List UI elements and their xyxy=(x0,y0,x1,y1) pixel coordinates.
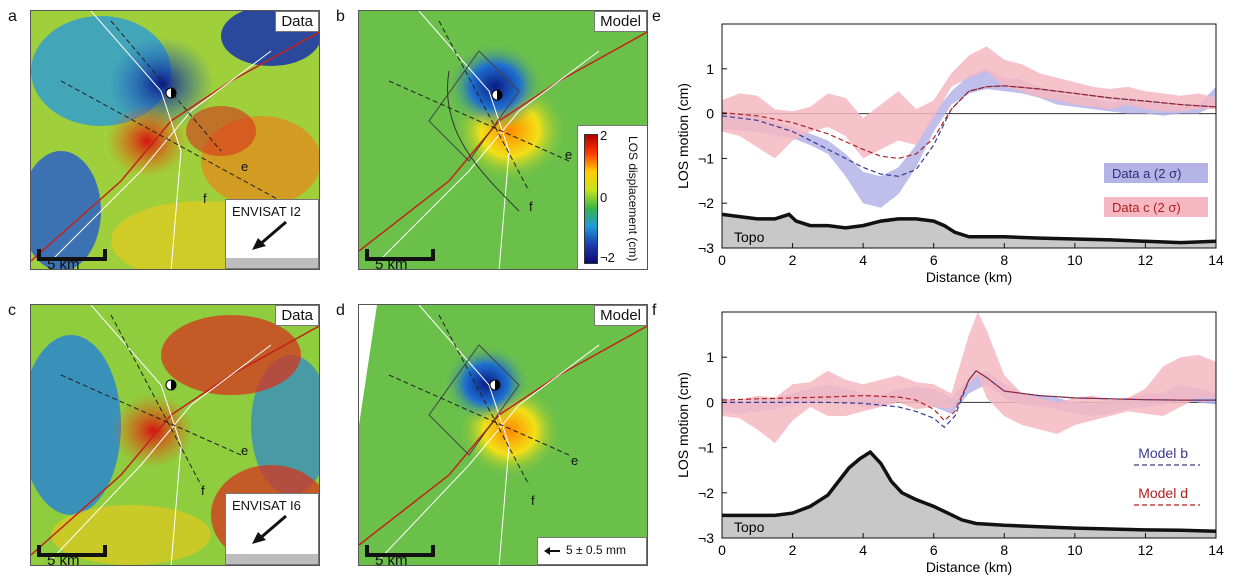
map-a-inset-bar xyxy=(226,258,318,268)
y-tick-label-4: ¬3 xyxy=(698,240,714,256)
panel-letter-b: b xyxy=(336,8,345,25)
map-panel-a: Data e f ENVISAT I2 5 km xyxy=(30,10,320,270)
legend-label-1: Data c (2 σ) xyxy=(1112,200,1181,215)
map-c-inset: ENVISAT I6 xyxy=(225,493,319,565)
y-tick-label-1: 0 xyxy=(706,394,714,410)
x-tick-label-7: 14 xyxy=(1208,252,1224,268)
band-series-1 xyxy=(722,312,1216,444)
y-tick-label-1: 0 xyxy=(706,106,714,122)
map-d-tag: Model xyxy=(594,305,647,326)
topo-line xyxy=(722,449,1217,533)
map-a-profile-e: e xyxy=(241,159,249,174)
map-c-profile-f: f xyxy=(201,483,205,498)
map-c-arrow-icon xyxy=(252,514,287,544)
map-d-profile-e: e xyxy=(571,453,579,468)
x-tick-label-6: 12 xyxy=(1138,542,1154,558)
y-tick-label-3: ¬2 xyxy=(698,485,714,501)
map-panel-c: Data e f ENVISAT I6 5 km xyxy=(30,304,320,566)
topo-label: Topo xyxy=(734,519,765,535)
legend-label-0: Model b xyxy=(1138,445,1188,461)
colorbar-title: LOS displacement (cm) xyxy=(626,136,640,262)
legend-label-1: Model d xyxy=(1138,485,1188,501)
map-d-image xyxy=(359,305,647,565)
y-axis-label: LOS motion (cm) xyxy=(675,372,691,478)
x-tick-label-5: 10 xyxy=(1067,252,1083,268)
x-tick-label-7: 14 xyxy=(1208,542,1224,558)
x-tick-label-2: 4 xyxy=(859,542,867,558)
map-b-profile-e: e xyxy=(565,147,573,162)
map-c-scale-label: 5 km xyxy=(47,552,80,566)
map-a-inset-label: ENVISAT I2 xyxy=(232,204,301,219)
legend-swatch-1 xyxy=(1104,197,1208,217)
x-axis-label: Distance (km) xyxy=(926,269,1012,285)
y-tick-label-2: ¬1 xyxy=(698,440,714,456)
map-a-scale-bar xyxy=(37,249,107,261)
map-d-scale-bar xyxy=(365,545,435,557)
map-b-scale-label: 5 km xyxy=(375,256,408,270)
map-c-inset-label: ENVISAT I6 xyxy=(232,498,301,513)
panel-letter-f: f xyxy=(652,302,657,319)
x-tick-label-6: 12 xyxy=(1138,252,1154,268)
panel-letter-a: a xyxy=(8,8,17,25)
x-tick-label-3: 6 xyxy=(930,252,938,268)
colorbar-panel: 2 0 ¬2 LOS displacement (cm) xyxy=(577,125,647,269)
map-d-scale-label: 5 km xyxy=(375,552,408,566)
map-a-arrow-icon xyxy=(252,220,287,250)
y-axis-label: LOS motion (cm) xyxy=(675,83,691,189)
plot-frame xyxy=(721,311,1217,539)
band-series-1 xyxy=(722,46,1216,159)
y-tick-label-0: 1 xyxy=(706,349,714,365)
map-a-scale-label: 5 km xyxy=(47,256,80,270)
legend-label-0: Data a (2 σ) xyxy=(1112,166,1181,181)
panel-letter-c: c xyxy=(8,302,16,319)
colorbar-tick-mid: 0 xyxy=(600,190,608,205)
x-axis-label: Distance (km) xyxy=(926,559,1012,575)
model-line-2 xyxy=(721,85,1217,177)
map-d-vector-legend: 5 ± 0.5 mm xyxy=(537,537,647,565)
map-c-scale-bar xyxy=(37,545,107,557)
colorbar-tick-top: 2 xyxy=(600,128,608,143)
model-line-3 xyxy=(721,85,1217,160)
x-tick-label-0: 0 xyxy=(718,542,726,558)
map-c-profile-e: e xyxy=(241,443,249,458)
panel-letter-e: e xyxy=(652,8,661,25)
x-tick-label-1: 2 xyxy=(789,252,797,268)
colorbar-tick-bottom: ¬2 xyxy=(600,250,615,265)
model-line-3 xyxy=(721,370,1216,422)
x-tick-label-2: 4 xyxy=(859,252,867,268)
plot-frame xyxy=(721,23,1217,249)
x-tick-label-4: 8 xyxy=(1000,542,1008,558)
map-c-tag: Data xyxy=(275,305,319,326)
topo-label: Topo xyxy=(734,229,765,245)
y-tick-label-0: 1 xyxy=(706,61,714,77)
map-b-profile-f: f xyxy=(529,199,533,214)
y-tick-label-4: ¬3 xyxy=(698,530,714,546)
x-tick-label-1: 2 xyxy=(789,542,797,558)
map-d-profile-f: f xyxy=(531,493,535,508)
colorbar xyxy=(584,134,598,264)
map-a-profile-f: f xyxy=(203,191,207,206)
map-b-tag: Model xyxy=(594,11,647,32)
x-tick-label-4: 8 xyxy=(1000,252,1008,268)
map-c-inset-bar xyxy=(226,554,318,564)
map-a-inset: ENVISAT I2 xyxy=(225,199,319,269)
map-a-tag: Data xyxy=(275,11,319,32)
map-panel-b: Model e f 2 0 ¬2 LOS displacement (cm) 5… xyxy=(358,10,648,270)
topo-line xyxy=(721,212,1217,245)
panel-letter-d: d xyxy=(336,302,345,319)
map-d-vector-icon xyxy=(544,547,560,555)
map-d-vector-label: 5 ± 0.5 mm xyxy=(566,543,626,557)
x-tick-label-5: 10 xyxy=(1067,542,1083,558)
map-b-scale-bar xyxy=(365,249,435,261)
y-tick-label-2: ¬1 xyxy=(698,150,714,166)
map-panel-d: Model e f 5 ± 0.5 mm 5 km xyxy=(358,304,648,566)
legend-swatch-0 xyxy=(1104,163,1208,183)
y-tick-label-3: ¬2 xyxy=(698,195,714,211)
x-tick-label-3: 6 xyxy=(930,542,938,558)
x-tick-label-0: 0 xyxy=(718,252,726,268)
